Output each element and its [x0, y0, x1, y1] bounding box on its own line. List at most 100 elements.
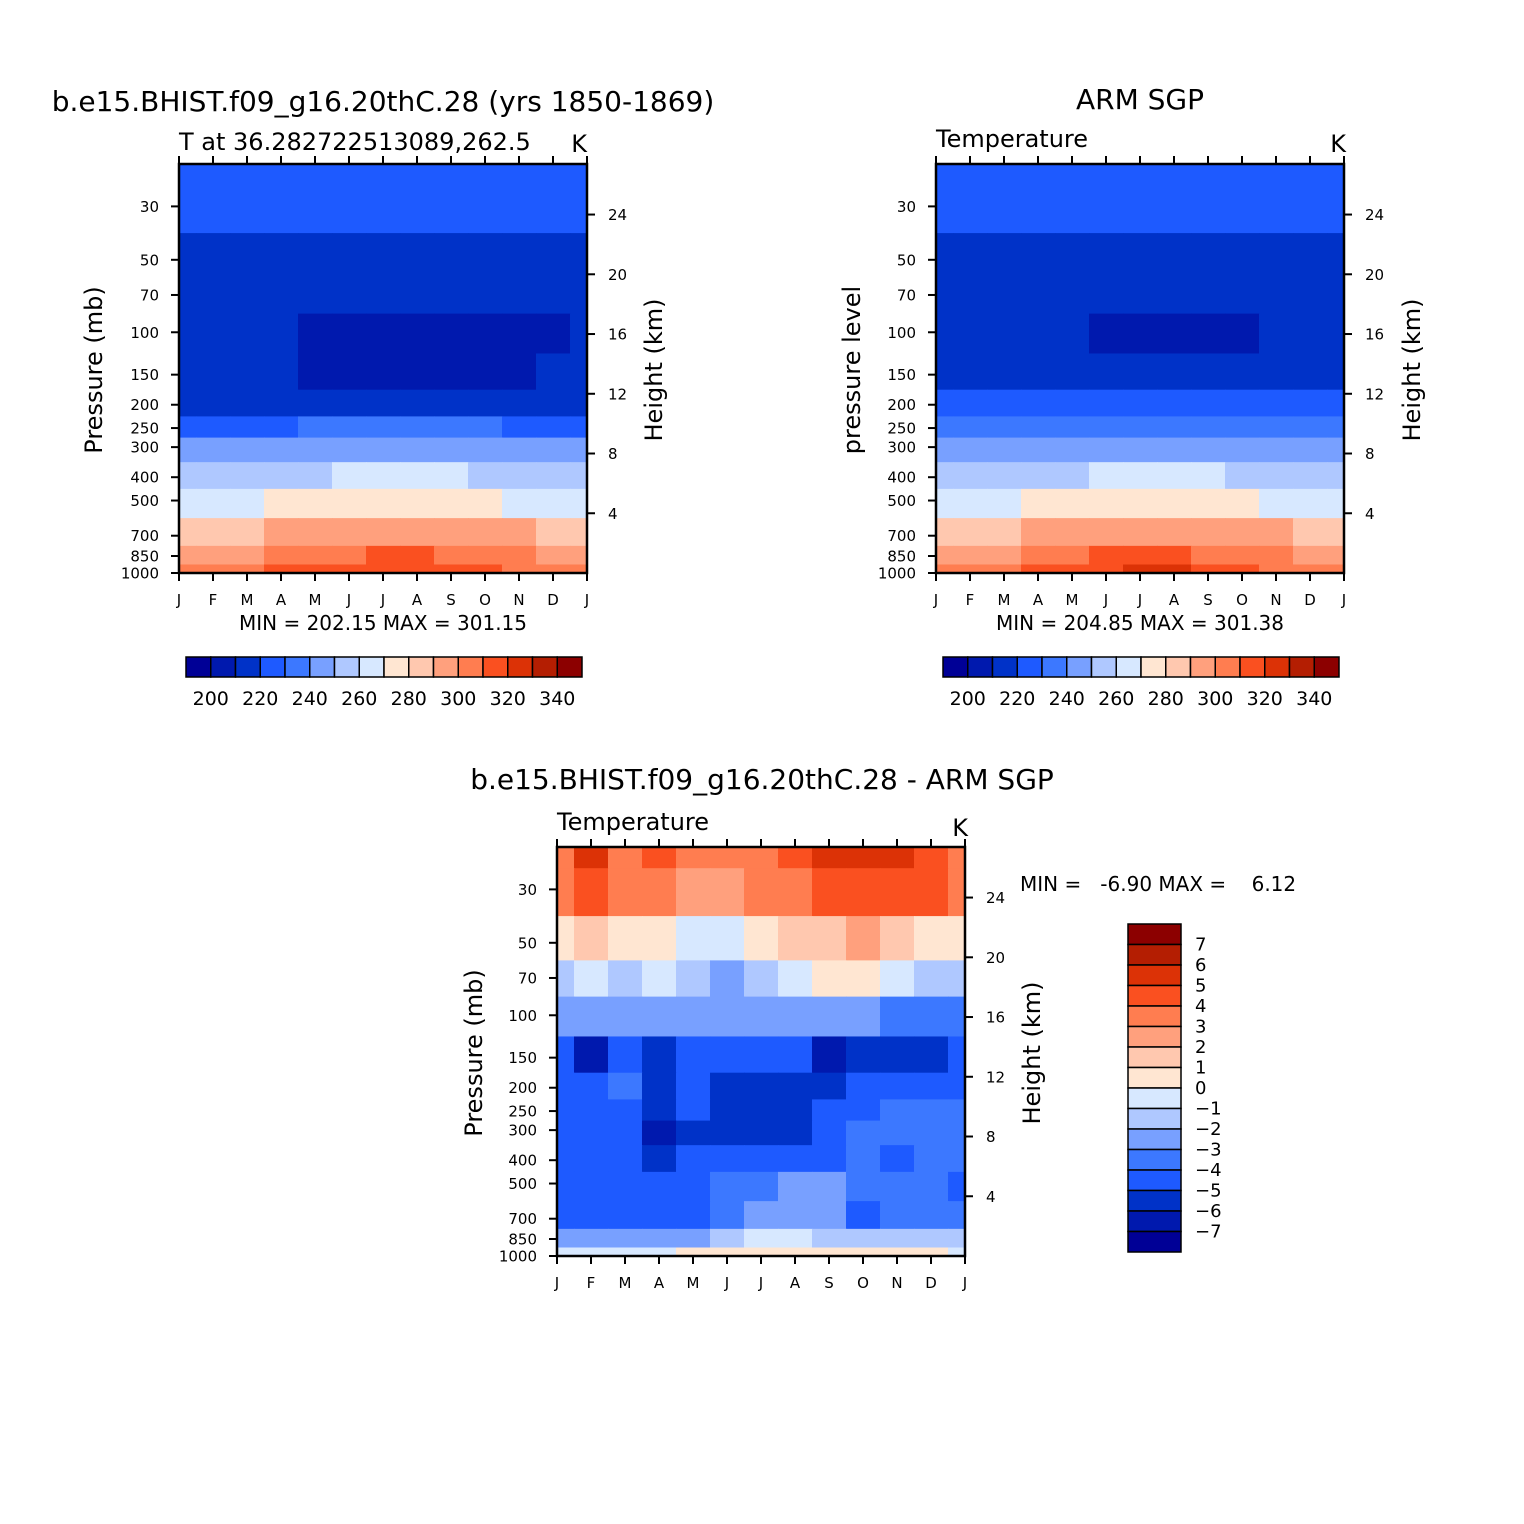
- diff-cell: [710, 1145, 745, 1173]
- diff-cell: [948, 1228, 966, 1249]
- obs-cell: [1021, 313, 1056, 355]
- diff-cell: [778, 996, 813, 1038]
- model-cell: [264, 185, 299, 234]
- model-cell: [298, 437, 333, 463]
- colorbar-obs-swatch: [1165, 656, 1192, 678]
- colorbar-diff-label: −7: [1195, 1222, 1222, 1243]
- model-cell: [264, 313, 299, 355]
- diff-y-tick-label: 850: [508, 1231, 537, 1249]
- obs-cell: [1157, 488, 1192, 519]
- diff-cell: [948, 916, 966, 961]
- model-cell: [179, 277, 197, 315]
- diff-cell: [608, 1201, 643, 1230]
- model-cell: [434, 313, 469, 355]
- diff-cell: [948, 996, 966, 1038]
- model-cell: [570, 185, 588, 234]
- diff-x-tick-label: M: [619, 1274, 632, 1292]
- model-cell: [298, 518, 333, 547]
- model-cell: [400, 518, 435, 547]
- model-cell: [570, 564, 588, 574]
- colorbar-diff-swatch: [1127, 1046, 1182, 1069]
- diff-y2-tick-label: 8: [986, 1128, 996, 1146]
- diff-y2-tick-label: 12: [986, 1068, 1005, 1086]
- diff-cell: [846, 1099, 881, 1122]
- obs-cell: [936, 488, 954, 519]
- diff-cell: [812, 1171, 847, 1202]
- model-cell: [332, 313, 367, 355]
- model-cell: [230, 564, 265, 574]
- colorbar-obs-swatch: [1041, 656, 1068, 678]
- model-cell: [570, 313, 588, 355]
- model-cell: [570, 164, 588, 186]
- diff-cell: [880, 1036, 915, 1074]
- obs-y-tick-label: 300: [887, 439, 916, 457]
- diff-cell: [812, 1036, 847, 1074]
- model-cell: [400, 389, 435, 417]
- diff-cell: [778, 916, 813, 961]
- obs-cell: [1225, 353, 1260, 391]
- obs-cell: [987, 185, 1022, 234]
- model-cell: [570, 233, 588, 278]
- obs-cell: [953, 564, 988, 574]
- diff-cell: [948, 1072, 966, 1100]
- diff-cell: [812, 1099, 847, 1122]
- model-cell: [366, 416, 401, 439]
- model-cell: [502, 437, 537, 463]
- colorbar-diff-label: 0: [1195, 1078, 1206, 1099]
- diff-cell: [744, 1171, 779, 1202]
- diff-cell: [744, 996, 779, 1038]
- diff-cell: [914, 1145, 949, 1173]
- obs-cell: [1225, 564, 1260, 574]
- colorbar-obs-label: 280: [1148, 688, 1184, 710]
- colorbar-model-swatch: [234, 656, 261, 678]
- obs-y-tick-label: 150: [887, 366, 916, 384]
- diff-cell: [574, 1171, 609, 1202]
- obs-cell: [936, 437, 954, 463]
- diff-y-tick-label: 70: [518, 969, 537, 987]
- model-cell: [502, 545, 537, 566]
- diff-cell: [710, 1072, 745, 1100]
- obs-cell: [953, 389, 988, 417]
- obs-x-tick-label: M: [1066, 591, 1079, 609]
- model-cell: [179, 185, 197, 234]
- colorbar-obs-swatch: [942, 656, 969, 678]
- obs-cell: [1191, 185, 1226, 234]
- model-cell: [366, 164, 401, 186]
- colorbar-obs-label: 240: [1049, 688, 1085, 710]
- colorbar-diff-label: 6: [1195, 955, 1206, 976]
- diff-cell: [608, 1120, 643, 1146]
- diff-cell: [557, 1145, 575, 1173]
- diff-cell: [557, 1171, 575, 1202]
- diff-y-tick-label: 200: [508, 1079, 537, 1097]
- model-cell: [196, 437, 231, 463]
- model-y-tick-label: 70: [140, 286, 159, 304]
- model-cell: [468, 488, 503, 519]
- obs-cell: [1191, 488, 1226, 519]
- diff-cell: [914, 1036, 949, 1074]
- colorbar-diff-label: −1: [1195, 1099, 1222, 1120]
- obs-cell: [1123, 233, 1158, 278]
- diff-cell: [778, 960, 813, 998]
- diff-cell: [948, 1201, 966, 1230]
- model-y-tick-label: 1000: [121, 565, 159, 583]
- diff-cell: [880, 1171, 915, 1202]
- colorbar-diff-swatch: [1127, 984, 1182, 1007]
- colorbar-model: 200 220 240 260 280 300 320 340: [185, 656, 583, 710]
- model-cell: [502, 164, 537, 186]
- model-cell: [536, 233, 571, 278]
- diff-cell: [846, 1247, 881, 1257]
- obs-cell: [987, 564, 1022, 574]
- colorbar-obs-swatch: [1066, 656, 1093, 678]
- obs-cell: [936, 185, 954, 234]
- obs-cell: [953, 353, 988, 391]
- obs-cell: [987, 353, 1022, 391]
- diff-cell: [812, 960, 847, 998]
- model-cell: [570, 518, 588, 547]
- diff-cell: [846, 1036, 881, 1074]
- model-cell: [536, 353, 571, 391]
- diff-cell: [676, 1247, 711, 1257]
- diff-cell: [880, 1201, 915, 1230]
- model-cell: [536, 437, 571, 463]
- model-cell: [179, 416, 197, 439]
- model-cell: [332, 518, 367, 547]
